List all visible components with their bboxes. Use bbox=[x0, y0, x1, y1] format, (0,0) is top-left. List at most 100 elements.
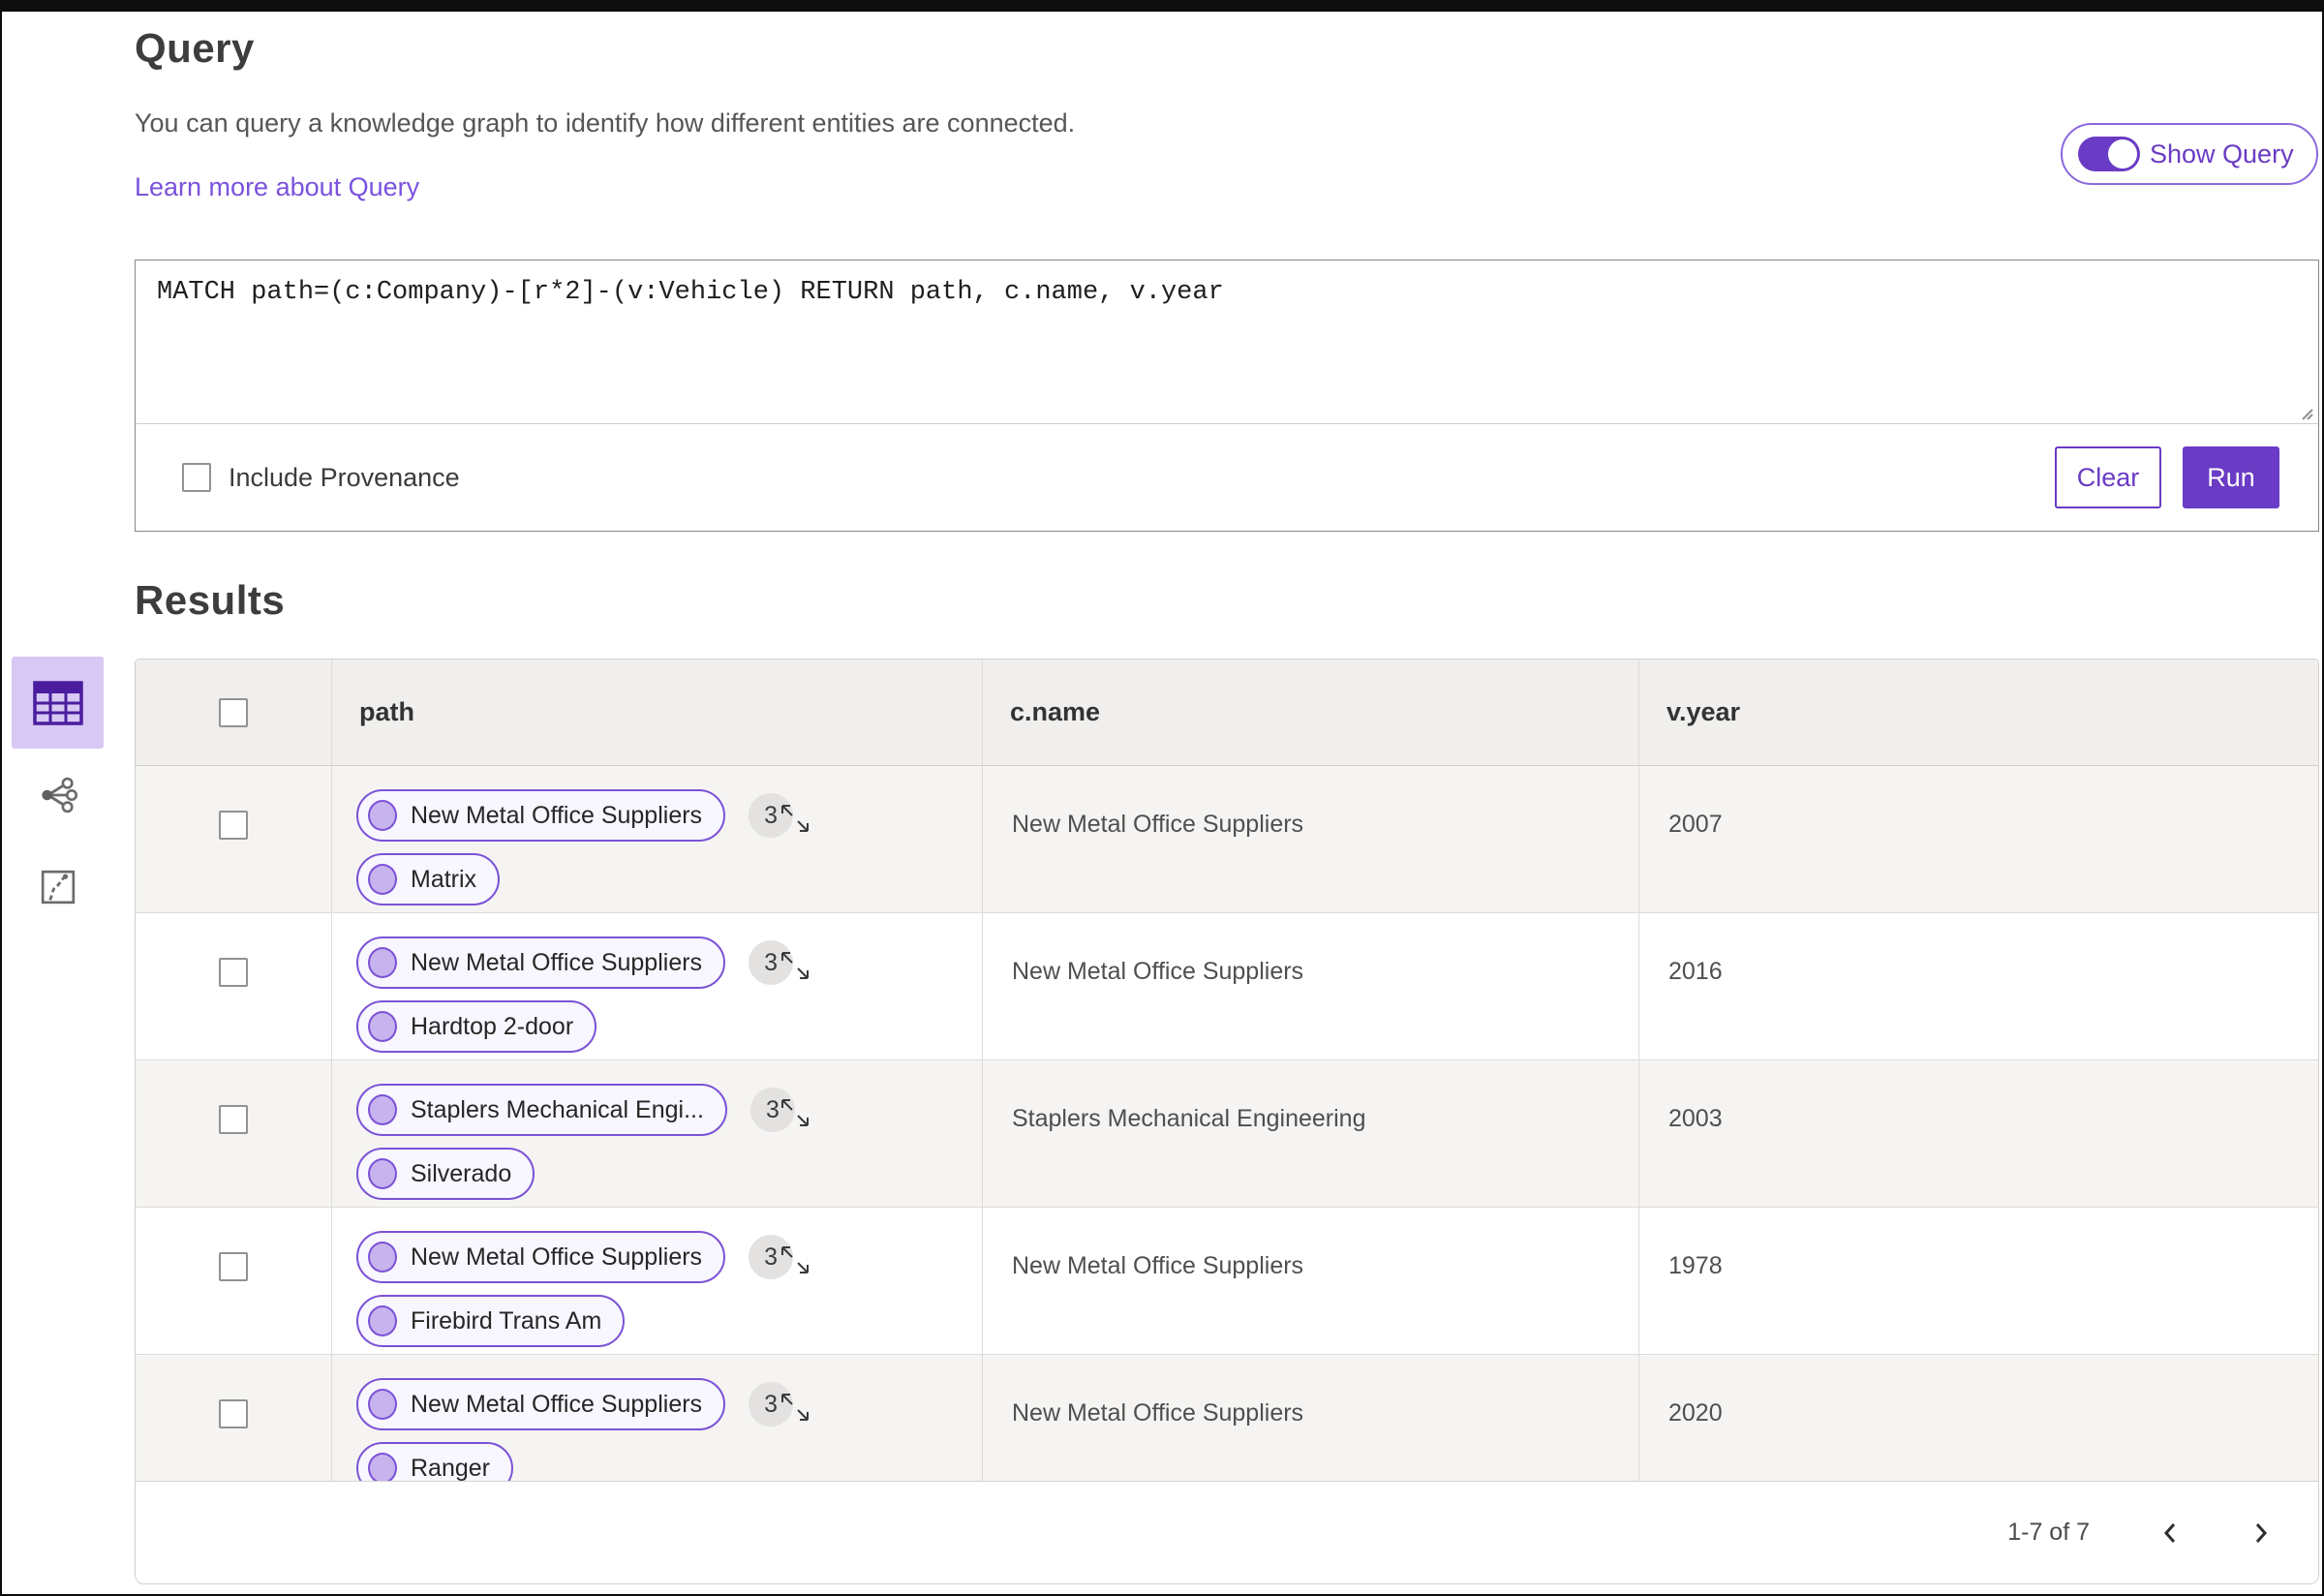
path-cell: New Metal Office Suppliers 3 bbox=[332, 1208, 983, 1354]
graph-node-icon bbox=[368, 1453, 397, 1481]
path-entity-label: New Metal Office Suppliers bbox=[411, 948, 703, 976]
path-target-label: Silverado bbox=[411, 1159, 512, 1187]
cname-cell: New Metal Office Suppliers bbox=[983, 766, 1639, 912]
cname-cell: Staplers Mechanical Engineering bbox=[983, 1060, 1639, 1207]
clear-button[interactable]: Clear bbox=[2055, 446, 2161, 508]
table-body: New Metal Office Suppliers 3 bbox=[136, 766, 2318, 1481]
row-checkbox[interactable] bbox=[219, 958, 248, 987]
path-entity-pill[interactable]: New Metal Office Suppliers bbox=[356, 1378, 726, 1430]
path-entity-label: New Metal Office Suppliers bbox=[411, 1243, 703, 1271]
table-icon bbox=[32, 680, 83, 725]
learn-more-link[interactable]: Learn more about Query bbox=[135, 172, 420, 201]
previous-page-button[interactable] bbox=[2159, 1520, 2181, 1546]
map-route-icon bbox=[41, 870, 75, 904]
path-count-badge: 3 bbox=[749, 1382, 794, 1427]
map-view-button[interactable] bbox=[12, 841, 104, 933]
cname-cell: New Metal Office Suppliers bbox=[983, 1208, 1639, 1354]
show-query-label: Show Query bbox=[2150, 138, 2294, 169]
row-checkbox[interactable] bbox=[219, 811, 248, 840]
path-target-label: Matrix bbox=[411, 865, 477, 893]
vyear-cell: 2020 bbox=[1668, 1399, 1723, 1427]
path-target-label: Ranger bbox=[411, 1454, 490, 1482]
path-count-badge: 3 bbox=[749, 1235, 794, 1279]
table-row: New Metal Office Suppliers 3 bbox=[136, 913, 2318, 1060]
graph-node-icon bbox=[368, 1242, 397, 1273]
path-target-pill[interactable]: Ranger bbox=[356, 1442, 513, 1481]
expand-path-icon[interactable] bbox=[778, 948, 812, 988]
include-provenance-option[interactable]: Include Provenance bbox=[182, 463, 460, 493]
graph-node-icon bbox=[368, 1389, 397, 1420]
path-cell: New Metal Office Suppliers 3 bbox=[332, 913, 983, 1059]
next-page-button[interactable] bbox=[2250, 1520, 2272, 1546]
row-checkbox[interactable] bbox=[219, 1399, 248, 1428]
vyear-cell: 2003 bbox=[1668, 1105, 1723, 1132]
toggle-knob bbox=[2108, 139, 2137, 169]
path-entity-pill[interactable]: New Metal Office Suppliers bbox=[356, 936, 726, 989]
include-provenance-checkbox[interactable] bbox=[182, 463, 211, 492]
path-cell: New Metal Office Suppliers 3 bbox=[332, 1355, 983, 1481]
path-cell: New Metal Office Suppliers 3 bbox=[332, 766, 983, 912]
row-checkbox[interactable] bbox=[219, 1252, 248, 1281]
graph-node-icon bbox=[368, 1094, 397, 1125]
path-entity-label: New Metal Office Suppliers bbox=[411, 1390, 703, 1418]
path-entity-pill[interactable]: New Metal Office Suppliers bbox=[356, 1231, 726, 1283]
path-entity-label: New Metal Office Suppliers bbox=[411, 801, 703, 829]
graph-node-icon bbox=[368, 864, 397, 895]
graph-node-icon bbox=[368, 947, 397, 978]
toggle-switch-icon[interactable] bbox=[2078, 137, 2140, 171]
query-panel-footer: Include Provenance Clear Run bbox=[136, 423, 2318, 531]
path-count-badge: 3 bbox=[749, 1088, 795, 1132]
path-count-badge: 3 bbox=[749, 793, 794, 838]
graph-node-icon bbox=[368, 1011, 397, 1042]
vyear-cell: 2016 bbox=[1668, 958, 1723, 985]
table-row: Staplers Mechanical Engi... 3 bbox=[136, 1060, 2318, 1208]
cname-cell: New Metal Office Suppliers bbox=[983, 913, 1639, 1059]
path-count-badge: 3 bbox=[749, 940, 794, 985]
include-provenance-label: Include Provenance bbox=[229, 462, 460, 492]
path-cell: Staplers Mechanical Engi... 3 bbox=[332, 1060, 983, 1207]
table-row: New Metal Office Suppliers 3 bbox=[136, 766, 2318, 913]
query-editor-input[interactable]: MATCH path=(c:Company)-[r*2]-(v:Vehicle)… bbox=[157, 278, 1224, 307]
resize-handle-icon[interactable] bbox=[2296, 403, 2313, 425]
path-target-pill[interactable]: Firebird Trans Am bbox=[356, 1295, 626, 1347]
path-target-pill[interactable]: Matrix bbox=[356, 853, 501, 905]
graph-icon bbox=[41, 777, 77, 813]
path-entity-pill[interactable]: New Metal Office Suppliers bbox=[356, 789, 726, 842]
vyear-cell: 2007 bbox=[1668, 811, 1723, 838]
expand-path-icon[interactable] bbox=[778, 801, 812, 841]
table-view-button[interactable] bbox=[12, 657, 104, 749]
graph-node-icon bbox=[368, 800, 397, 831]
column-header-path[interactable]: path bbox=[332, 660, 983, 765]
results-table: path c.name v.year New Metal Office Supp… bbox=[135, 659, 2319, 1584]
graph-view-button[interactable] bbox=[12, 749, 104, 841]
path-target-label: Firebird Trans Am bbox=[411, 1306, 602, 1335]
select-all-checkbox[interactable] bbox=[219, 697, 248, 727]
results-title: Results bbox=[135, 577, 286, 623]
expand-path-icon[interactable] bbox=[778, 1095, 812, 1135]
show-query-toggle[interactable]: Show Query bbox=[2061, 123, 2318, 185]
expand-path-icon[interactable] bbox=[778, 1390, 812, 1429]
table-row: New Metal Office Suppliers 3 bbox=[136, 1208, 2318, 1355]
graph-node-icon bbox=[368, 1305, 397, 1336]
table-row: New Metal Office Suppliers 3 bbox=[136, 1355, 2318, 1481]
column-header-cname[interactable]: c.name bbox=[983, 660, 1639, 765]
cname-cell: New Metal Office Suppliers bbox=[983, 1355, 1639, 1481]
pagination-range: 1-7 of 7 bbox=[2007, 1519, 2090, 1546]
graph-node-icon bbox=[368, 1158, 397, 1189]
table-header-row: path c.name v.year bbox=[136, 660, 2318, 766]
results-view-sidebar bbox=[12, 657, 104, 933]
query-buttons: Clear Run bbox=[2055, 446, 2279, 508]
query-panel: MATCH path=(c:Company)-[r*2]-(v:Vehicle)… bbox=[135, 260, 2319, 532]
path-entity-pill[interactable]: Staplers Mechanical Engi... bbox=[356, 1084, 727, 1136]
expand-path-icon[interactable] bbox=[778, 1243, 812, 1282]
page-description: You can query a knowledge graph to ident… bbox=[135, 108, 1076, 138]
top-black-bar bbox=[2, 0, 2322, 12]
path-target-pill[interactable]: Silverado bbox=[356, 1148, 535, 1200]
path-target-pill[interactable]: Hardtop 2-door bbox=[356, 1000, 597, 1053]
column-header-vyear[interactable]: v.year bbox=[1667, 697, 1741, 726]
path-entity-label: Staplers Mechanical Engi... bbox=[411, 1095, 704, 1123]
path-target-label: Hardtop 2-door bbox=[411, 1012, 574, 1040]
run-button[interactable]: Run bbox=[2183, 446, 2279, 508]
row-checkbox[interactable] bbox=[219, 1105, 248, 1134]
